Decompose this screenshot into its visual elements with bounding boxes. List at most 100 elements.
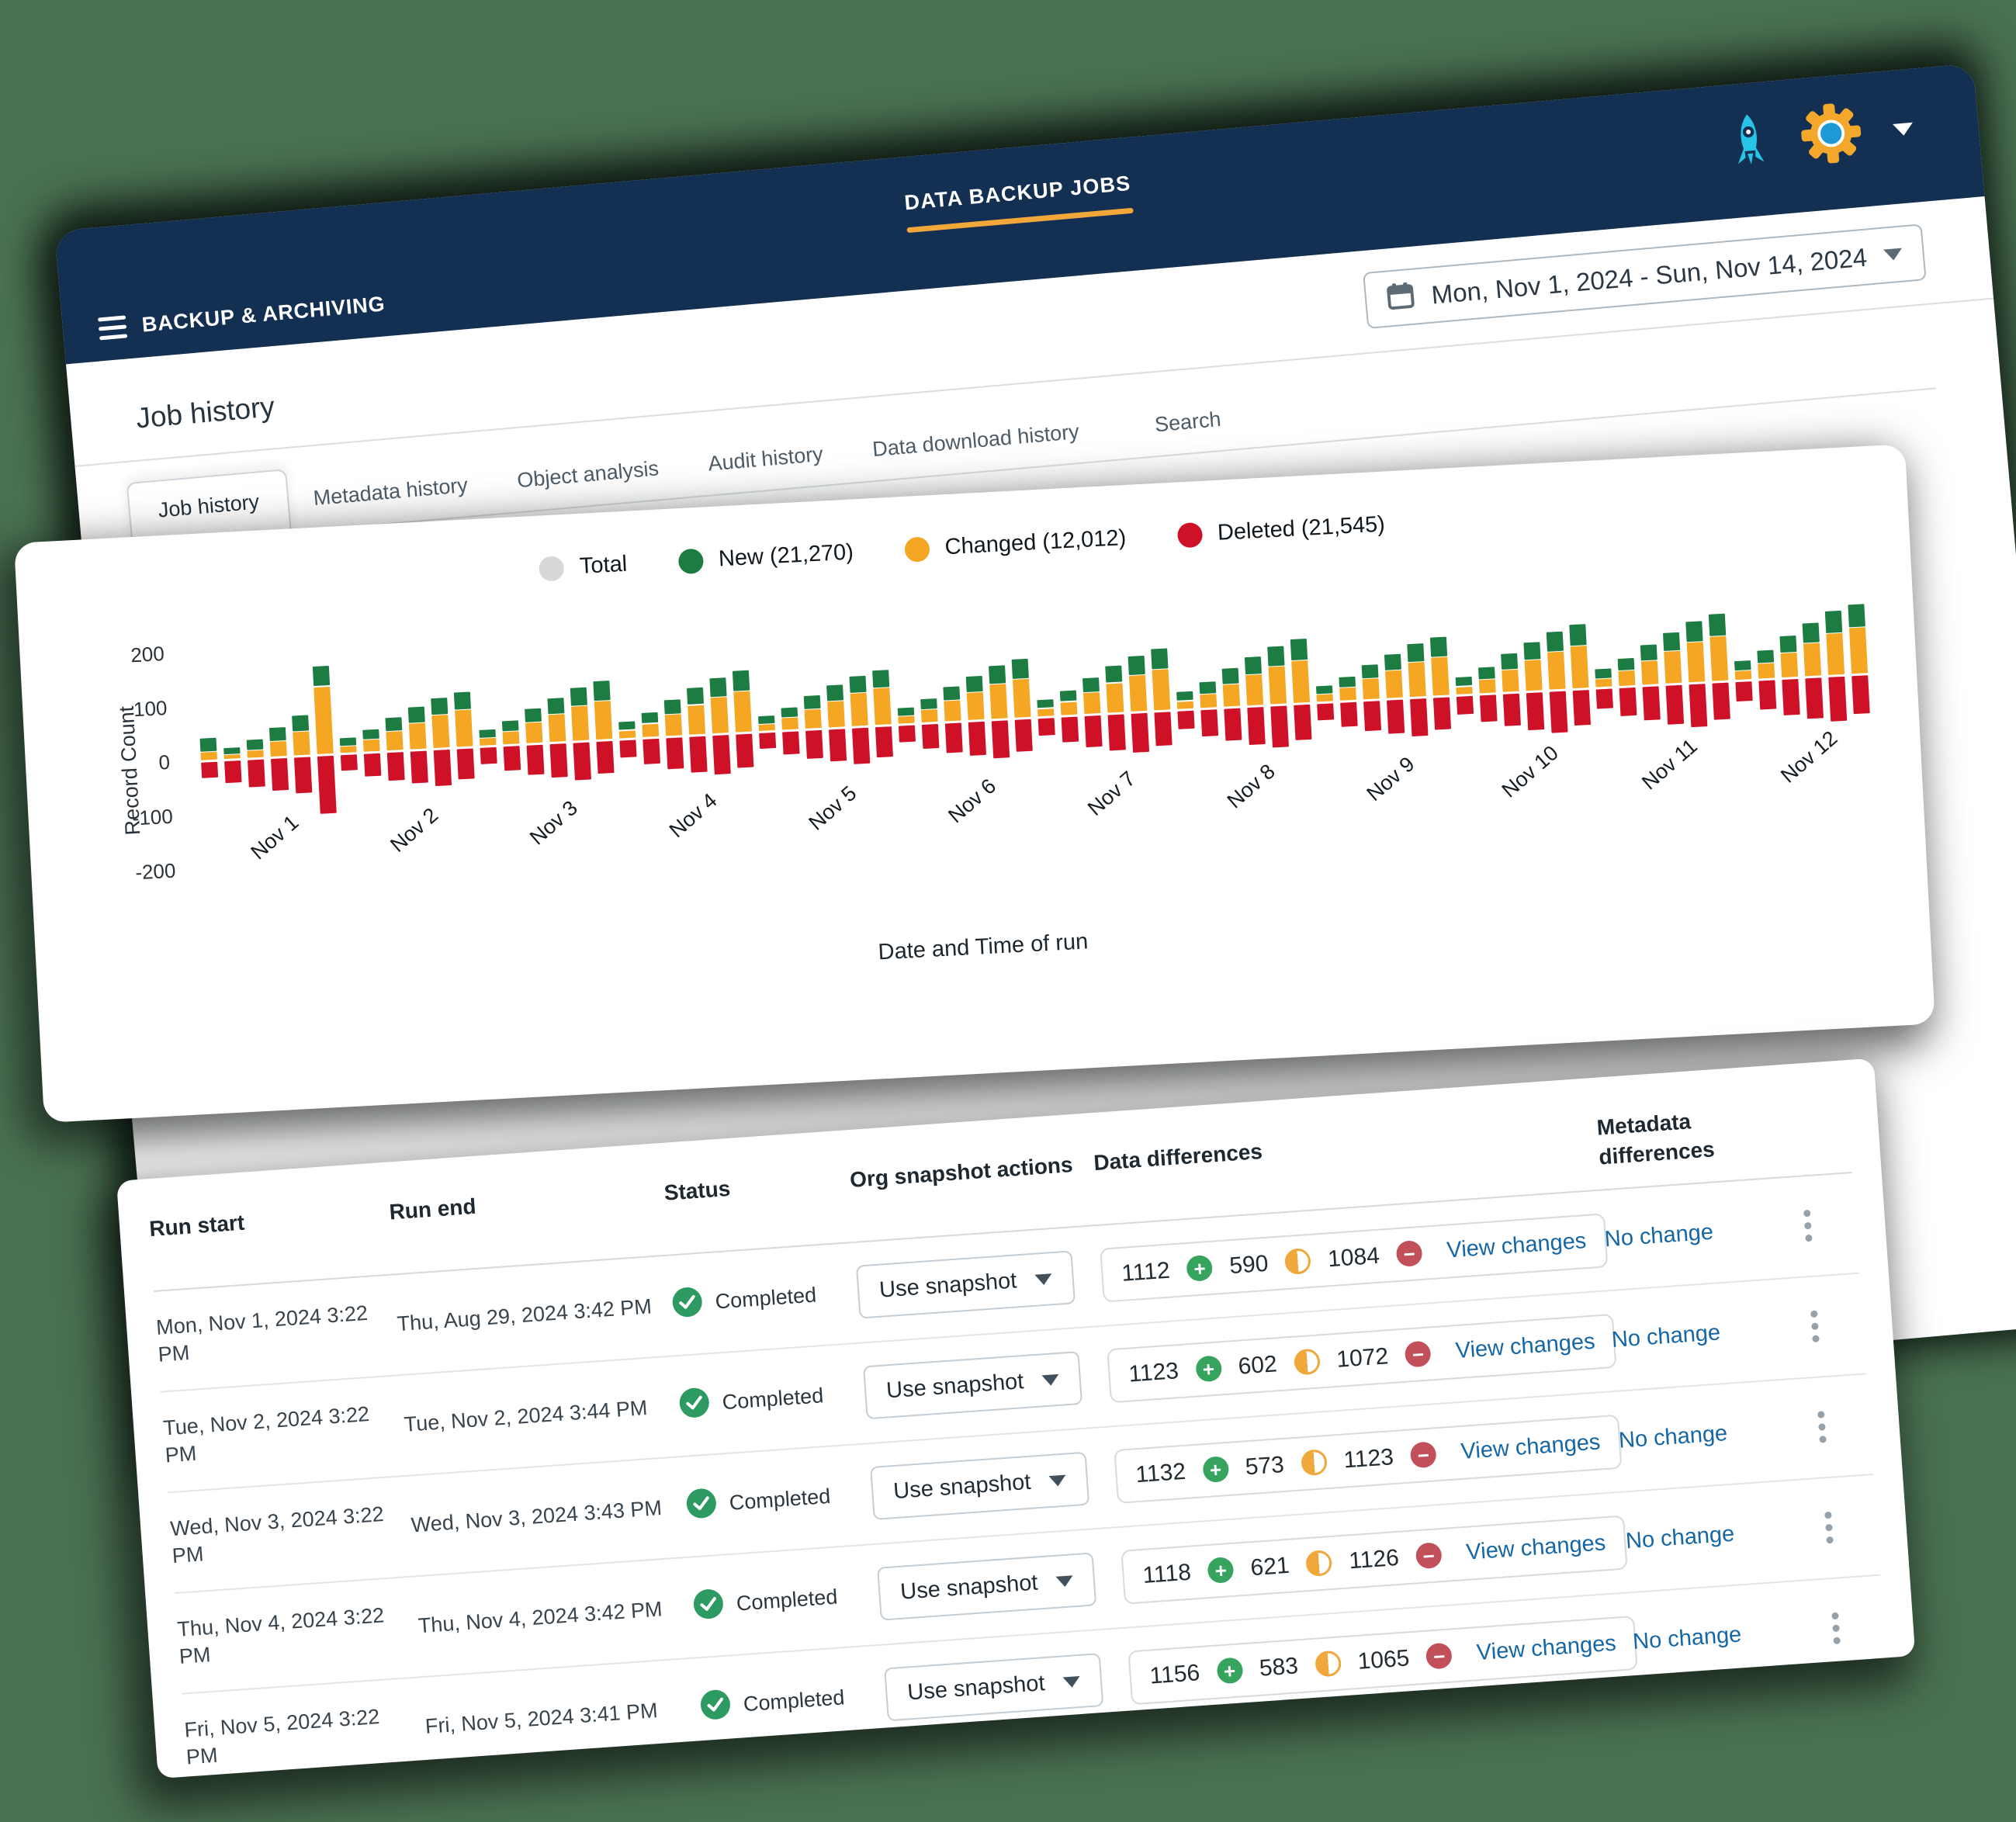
- bar-new: [312, 665, 331, 687]
- bar-changed: [1456, 686, 1473, 695]
- bar-new: [1824, 611, 1843, 634]
- tab-audit-history[interactable]: Audit history: [707, 442, 824, 476]
- view-changes-link[interactable]: View changes: [1454, 1328, 1596, 1364]
- status-label: Completed: [714, 1283, 818, 1314]
- bar-deleted: [1387, 699, 1405, 735]
- row-kebab-menu-icon[interactable]: [1817, 1606, 1855, 1650]
- bar-new: [501, 720, 519, 732]
- use-snapshot-button[interactable]: Use snapshot: [877, 1552, 1097, 1621]
- view-changes-link[interactable]: View changes: [1446, 1228, 1588, 1263]
- bar-deleted: [549, 743, 568, 778]
- bar-changed: [594, 700, 613, 740]
- changed-half-circle-icon: [1300, 1449, 1328, 1477]
- use-snapshot-button[interactable]: Use snapshot: [884, 1653, 1104, 1722]
- brand-label: BACKUP & ARCHIVING: [140, 292, 386, 337]
- metadata-differences-link[interactable]: No change: [1603, 1219, 1714, 1252]
- bar-new: [709, 677, 727, 698]
- col-header-org-snapshot-actions: Org snapshot actions: [849, 1152, 1074, 1193]
- bar-new: [1059, 690, 1077, 702]
- view-changes-link[interactable]: View changes: [1475, 1630, 1617, 1666]
- bar-changed: [293, 731, 310, 756]
- bar-changed: [1595, 678, 1612, 688]
- bar-changed: [966, 691, 985, 720]
- nav-tab-data-backup-jobs[interactable]: DATA BACKUP JOBS: [903, 171, 1134, 234]
- bar-deleted: [1294, 704, 1312, 740]
- bar-changed: [1385, 670, 1403, 698]
- view-changes-link[interactable]: View changes: [1460, 1429, 1602, 1465]
- metadata-differences-link[interactable]: No change: [1617, 1421, 1729, 1453]
- bar-changed: [269, 741, 287, 757]
- use-snapshot-button[interactable]: Use snapshot: [870, 1451, 1090, 1521]
- profile-caret-down-icon[interactable]: [1892, 122, 1914, 137]
- bar-new: [1244, 656, 1263, 675]
- legend-item-changed[interactable]: Changed (12,012): [903, 525, 1127, 563]
- y-tick--100: -100: [131, 804, 174, 830]
- date-range-picker[interactable]: Mon, Nov 1, 2024 - Sun, Nov 14, 2024: [1362, 223, 1927, 329]
- bar-new: [453, 691, 471, 710]
- bar-new: [1569, 623, 1587, 646]
- bar-changed: [1826, 632, 1845, 675]
- deleted-minus-icon: −: [1425, 1642, 1453, 1670]
- bar-new: [872, 669, 890, 688]
- bar-deleted: [1270, 705, 1289, 747]
- bar-new: [1221, 667, 1239, 684]
- row-kebab-menu-icon[interactable]: [1810, 1506, 1848, 1550]
- bar-deleted: [643, 738, 661, 765]
- bar-changed: [1200, 693, 1218, 708]
- bar-changed: [1012, 678, 1031, 718]
- app-menu[interactable]: BACKUP & ARCHIVING: [97, 292, 386, 341]
- metadata-differences-link[interactable]: No change: [1625, 1521, 1736, 1554]
- bar-new: [431, 697, 449, 715]
- bar-new: [1662, 632, 1681, 651]
- view-changes-link[interactable]: View changes: [1465, 1530, 1607, 1565]
- bar-new: [1802, 622, 1820, 643]
- bar-new: [1105, 665, 1123, 684]
- x-tick-nov-10: Nov 10: [1497, 740, 1563, 802]
- app-header: BACKUP & ARCHIVING DATA BACKUP JOBS: [54, 63, 1985, 365]
- tab-data-download-history[interactable]: Data download history: [871, 419, 1080, 462]
- row-kebab-menu-icon[interactable]: [1796, 1304, 1834, 1348]
- bar-changed: [989, 684, 1008, 719]
- tab-object-analysis[interactable]: Object analysis: [516, 456, 660, 493]
- legend-label: New (21,270): [718, 539, 854, 572]
- bar-deleted: [851, 727, 871, 764]
- metadata-differences-link[interactable]: No change: [1610, 1320, 1722, 1353]
- run-end-cell: Tue, Nov 2, 2024 3:44 PM: [403, 1396, 649, 1436]
- data-differences-box: 1123 +602 1072− View changes: [1107, 1313, 1617, 1403]
- legend-item-deleted[interactable]: Deleted (21,545): [1176, 512, 1386, 549]
- bar-changed: [733, 691, 752, 733]
- bar-changed: [1618, 670, 1636, 686]
- bar-new: [758, 715, 775, 724]
- date-range-value: Mon, Nov 1, 2024 - Sun, Nov 14, 2024: [1430, 242, 1869, 310]
- row-kebab-menu-icon[interactable]: [1789, 1204, 1827, 1248]
- col-header-run-end: Run end: [388, 1193, 477, 1224]
- bar-new: [593, 681, 611, 701]
- changed-half-circle-icon: [1284, 1248, 1312, 1276]
- bar-deleted: [503, 746, 521, 771]
- calendar-icon: [1385, 281, 1415, 315]
- use-snapshot-button[interactable]: Use snapshot: [862, 1351, 1083, 1420]
- rocket-icon[interactable]: [1727, 111, 1772, 174]
- bar-deleted: [386, 752, 405, 781]
- data-differences-box: 1118 +621 1126− View changes: [1121, 1515, 1628, 1605]
- deleted-count: 1065: [1356, 1644, 1411, 1675]
- bar-new: [1384, 653, 1401, 670]
- legend-item-total[interactable]: Total: [539, 552, 628, 582]
- gear-icon[interactable]: [1797, 100, 1865, 171]
- bar-new: [1011, 659, 1029, 679]
- bar-new: [1734, 660, 1751, 671]
- bar-changed: [525, 722, 543, 743]
- legend-item-new[interactable]: New (21,270): [677, 539, 854, 574]
- row-kebab-menu-icon[interactable]: [1803, 1405, 1841, 1449]
- metadata-differences-link[interactable]: No change: [1632, 1622, 1743, 1655]
- use-snapshot-button[interactable]: Use snapshot: [855, 1250, 1076, 1319]
- bar-deleted: [363, 753, 382, 778]
- menu-icon[interactable]: [97, 315, 128, 341]
- bar-deleted: [1200, 709, 1219, 736]
- bar-new: [1848, 604, 1865, 628]
- tab-search[interactable]: Search: [1153, 407, 1222, 437]
- bar-changed: [1037, 708, 1055, 717]
- bar-new: [1407, 643, 1425, 663]
- bar-deleted: [1479, 695, 1498, 722]
- bar-changed: [340, 746, 357, 753]
